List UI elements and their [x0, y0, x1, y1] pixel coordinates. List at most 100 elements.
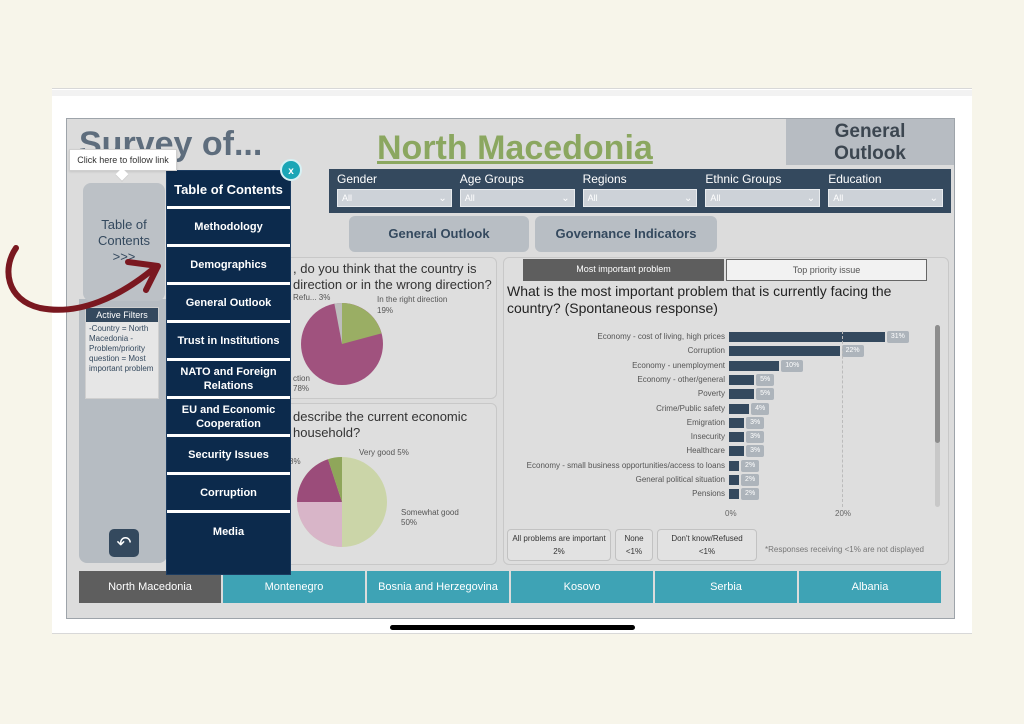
bar[interactable]: [729, 446, 745, 457]
tab-albania[interactable]: Albania: [799, 571, 941, 603]
bar-label: Economy - cost of living, high prices: [597, 332, 725, 341]
stat-dont-know: Don't know/Refused <1%: [657, 529, 757, 561]
pie-slice-right: [342, 303, 382, 344]
chevron-down-icon: ⌄: [929, 192, 938, 204]
tab-bosnia-and-herzegovina[interactable]: Bosnia and Herzegovina: [367, 571, 509, 603]
tab-montenegro[interactable]: Montenegro: [223, 571, 365, 603]
bar[interactable]: [729, 403, 750, 414]
bar[interactable]: [729, 417, 745, 428]
filter-education[interactable]: Education All ⌄: [824, 169, 947, 213]
filter-dropdown[interactable]: All ⌄: [337, 189, 452, 207]
toc-item-methodology[interactable]: Methodology: [167, 209, 290, 247]
bar[interactable]: [729, 332, 885, 342]
stat-label: Don't know/Refused: [671, 534, 743, 543]
filter-value: All: [587, 193, 598, 203]
pie-slice-bad: [297, 502, 342, 547]
toggle-top-priority[interactable]: Top priority issue: [726, 259, 927, 281]
country-title[interactable]: North Macedonia: [377, 129, 653, 167]
filter-dropdown[interactable]: All ⌄: [828, 189, 943, 207]
filter-regions[interactable]: Regions All ⌄: [579, 169, 702, 213]
bar[interactable]: [729, 432, 745, 443]
filter-label: Education: [828, 172, 882, 186]
section-title: General Outlook: [786, 119, 954, 165]
toc-item-demographics[interactable]: Demographics: [167, 247, 290, 285]
filter-ethnic-groups[interactable]: Ethnic Groups All ⌄: [701, 169, 824, 213]
bar-label: Poverty: [697, 389, 725, 399]
frame-strip: [52, 90, 972, 96]
tab-north-macedonia[interactable]: North Macedonia: [79, 571, 221, 603]
toc-item-nato[interactable]: NATO and Foreign Relations: [167, 361, 290, 399]
tab-serbia[interactable]: Serbia: [655, 571, 797, 603]
active-filters-title: Active Filters: [86, 308, 158, 322]
filter-value: All: [342, 193, 353, 203]
pie-label-somewhat: Somewhat good: [401, 508, 459, 517]
bar-label: Economy - other/general: [637, 374, 725, 384]
bar-value-label: 2%: [741, 459, 760, 472]
filter-label: Gender: [337, 172, 378, 186]
problems-question: What is the most important problem that …: [507, 283, 892, 316]
toc-item-eu[interactable]: EU and Economic Cooperation: [167, 399, 290, 437]
pie-label-left: 8%: [289, 457, 301, 466]
bar[interactable]: [729, 475, 740, 485]
bar-label: Crime/Public safety: [656, 403, 725, 413]
active-filters-box: Active Filters -Country = North Macedoni…: [85, 307, 159, 399]
axis-tick-20: 20%: [835, 509, 852, 518]
filter-dropdown[interactable]: All ⌄: [459, 189, 575, 207]
toc-item-security[interactable]: Security Issues: [167, 437, 290, 475]
tab-kosovo[interactable]: Kosovo: [511, 571, 653, 603]
bar[interactable]: [729, 460, 740, 471]
filter-dropdown[interactable]: All ⌄: [705, 189, 821, 207]
chevron-down-icon: ⌄: [561, 192, 570, 204]
toc-item-corruption[interactable]: Corruption: [167, 475, 290, 513]
pie-label-refused: Refu... 3%: [293, 293, 331, 302]
toc-item-media[interactable]: Media: [212, 526, 245, 538]
economic-question-line1: describe the current economic: [293, 409, 468, 424]
filter-label: Age Groups: [459, 172, 524, 186]
economic-pie: [297, 456, 387, 547]
general-outlook-button[interactable]: General Outlook: [349, 216, 529, 252]
pie-slice-refused: [334, 302, 342, 344]
bar[interactable]: [729, 346, 840, 357]
filter-value: All: [464, 193, 475, 203]
chart-scrollbar-thumb[interactable]: [935, 325, 940, 443]
stat-label: All problems are important: [512, 534, 606, 543]
pie-label-wrong: ction: [293, 374, 310, 383]
active-filters-body: -Country = North Macedonia - Problem/pri…: [89, 324, 154, 373]
toggle-most-important[interactable]: Most important problem: [523, 259, 724, 281]
bar-value-label: 2%: [741, 474, 760, 486]
footnote: *Responses receiving <1% are not display…: [765, 545, 924, 554]
stat-value: 2%: [553, 547, 565, 556]
close-button[interactable]: x: [280, 159, 302, 181]
section-title-text: General Outlook: [834, 121, 906, 164]
toc-tab-line1: Table of: [101, 217, 147, 232]
bar-value-label: 2%: [741, 488, 760, 501]
bar[interactable]: [729, 360, 780, 371]
bar-value-label: 3%: [746, 431, 765, 444]
filter-gender[interactable]: Gender All ⌄: [333, 169, 456, 213]
bar-value-label: 10%: [781, 359, 804, 372]
bar-label: General political situation: [635, 475, 725, 484]
toc-item-trust[interactable]: Trust in Institutions: [167, 323, 290, 361]
chevron-down-icon: ⌄: [684, 192, 693, 204]
pie-label-somewhat-value: 50%: [401, 518, 418, 527]
stat-label: None: [624, 534, 644, 543]
governance-indicators-button[interactable]: Governance Indicators: [535, 216, 717, 252]
filter-age-groups[interactable]: Age Groups All ⌄: [456, 169, 579, 213]
economic-question: describe the current economic household?: [293, 409, 467, 441]
direction-question-line1: , do you think that the country is: [293, 261, 477, 276]
chevron-down-icon: ⌄: [438, 192, 447, 204]
bar-value-label: 3%: [746, 445, 765, 458]
chart-scrollbar[interactable]: [935, 325, 940, 507]
problems-panel: [503, 257, 949, 565]
filter-dropdown[interactable]: All ⌄: [582, 189, 698, 207]
bar[interactable]: [729, 489, 740, 500]
toc-item-general-outlook[interactable]: General Outlook: [167, 285, 290, 323]
back-button[interactable]: ↶: [109, 529, 139, 557]
bar[interactable]: [729, 374, 755, 385]
bar-label: Economy - unemployment: [632, 360, 725, 370]
toc-tab-line2: Contents: [97, 233, 151, 248]
bar[interactable]: [729, 389, 755, 400]
pie-label-right: In the right direction: [377, 295, 448, 304]
pie-label-wrong-value: 78%: [293, 384, 310, 393]
economic-question-line2: household?: [293, 425, 361, 440]
